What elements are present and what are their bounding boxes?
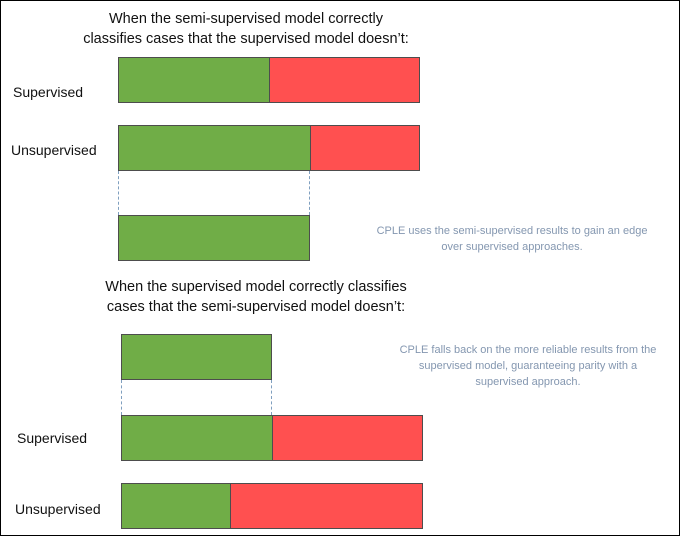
bottom-result-bar bbox=[121, 334, 423, 380]
bottom-unsupervised-incorrect-segment bbox=[230, 484, 422, 528]
top-note-line-2: over supervised approaches. bbox=[441, 241, 583, 253]
top-unsupervised-incorrect-segment bbox=[310, 126, 419, 170]
top-supervised-bar bbox=[118, 57, 420, 103]
bottom-supervised-bar bbox=[121, 415, 423, 461]
top-note: CPLE uses the semi-supervised results to… bbox=[367, 223, 657, 255]
bottom-note-line-1: CPLE falls back on the more reliable res… bbox=[399, 344, 657, 356]
bottom-unsupervised-bar bbox=[121, 483, 423, 529]
top-guide-line-right bbox=[309, 171, 310, 215]
top-supervised-incorrect-segment bbox=[269, 58, 419, 102]
bottom-supervised-correct-segment bbox=[122, 416, 272, 460]
bottom-title-line-1: When the supervised model correctly clas… bbox=[105, 279, 407, 295]
bottom-guide-line-left bbox=[121, 380, 122, 415]
bottom-title-line-2: cases that the semi-supervised model doe… bbox=[106, 299, 406, 315]
top-unsupervised-label: Unsupervised bbox=[11, 142, 97, 158]
bottom-supervised-label: Supervised bbox=[17, 430, 88, 446]
bottom-unsupervised-correct-segment bbox=[122, 484, 230, 528]
bottom-scenario-title: When the supervised model correctly clas… bbox=[61, 277, 451, 317]
top-guide-line-left bbox=[118, 171, 119, 215]
bottom-note-line-2: supervised model, guaranteeing parity wi… bbox=[418, 360, 638, 372]
top-supervised-correct-segment bbox=[119, 58, 269, 102]
top-supervised-label: Supervised bbox=[13, 84, 84, 100]
top-result-correct-segment bbox=[118, 215, 310, 261]
top-unsupervised-correct-segment bbox=[119, 126, 310, 170]
top-unsupervised-bar bbox=[118, 125, 420, 171]
top-scenario-title: When the semi-supervised model correctly… bbox=[61, 9, 431, 49]
bottom-guide-line-right bbox=[271, 380, 272, 415]
top-title-line-2: classifies cases that the supervised mod… bbox=[83, 31, 409, 47]
top-result-bar bbox=[118, 215, 420, 261]
bottom-supervised-incorrect-segment bbox=[272, 416, 422, 460]
bottom-result-correct-segment bbox=[121, 334, 272, 380]
bottom-note-line-3: supervised approach. bbox=[475, 376, 581, 388]
top-note-line-1: CPLE uses the semi-supervised results to… bbox=[376, 225, 648, 237]
top-title-line-1: When the semi-supervised model correctly bbox=[109, 11, 383, 27]
bottom-note: CPLE falls back on the more reliable res… bbox=[383, 342, 673, 390]
bottom-unsupervised-label: Unsupervised bbox=[15, 501, 101, 517]
